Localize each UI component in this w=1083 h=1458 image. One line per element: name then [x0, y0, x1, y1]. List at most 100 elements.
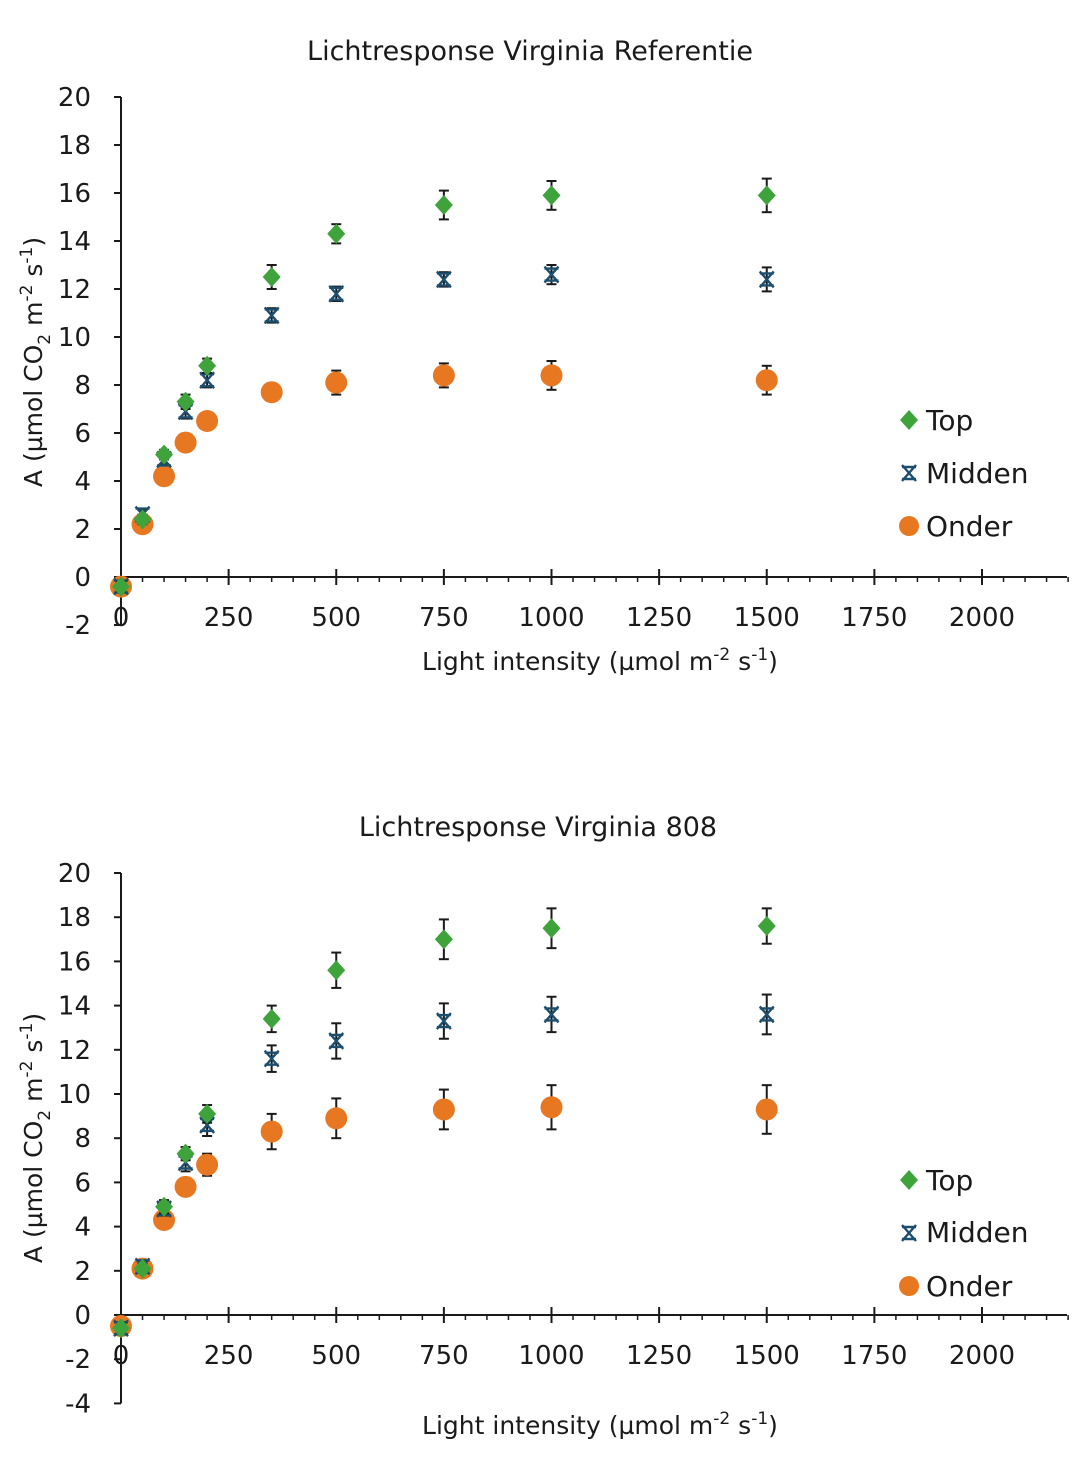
data-point — [199, 371, 216, 389]
data-point — [542, 185, 561, 206]
data-point — [174, 431, 197, 454]
x-tick-label: 750 — [419, 1341, 469, 1371]
legend-label: Midden — [926, 1216, 1028, 1249]
legend-marker-xstar — [901, 464, 917, 482]
data-point — [260, 1120, 283, 1143]
y-tick-label: 6 — [74, 419, 91, 449]
x-tick-label: 1000 — [518, 1341, 584, 1371]
legend-marker-circle — [899, 516, 919, 536]
y-tick-label: 18 — [58, 131, 91, 161]
axes: -2 0 2 4 6 8 10 12 14 16 18 20 0 250 500 750 1000 1250 150… — [58, 83, 1069, 641]
x-tick-label: 2000 — [949, 603, 1015, 633]
x-tick-label: 250 — [204, 1341, 254, 1371]
y-tick-label: 12 — [58, 275, 91, 305]
x-tick-label: 750 — [419, 603, 469, 633]
data-point — [435, 270, 452, 289]
y-tick-label: -2 — [65, 611, 91, 641]
x-tick-label: 0 — [113, 603, 130, 633]
x-tick-label: 1500 — [734, 1341, 800, 1371]
series-top — [112, 907, 776, 1339]
y-tick-label: 14 — [58, 992, 91, 1022]
y-tick-label: -4 — [65, 1389, 91, 1419]
y-tick-label: 4 — [74, 467, 91, 497]
y-tick-label: 0 — [74, 563, 91, 593]
y-tick-label: 8 — [74, 371, 91, 401]
y-axis-label: A (µmol CO2 m-2 s-1) — [17, 237, 55, 487]
y-tick-label: 4 — [74, 1213, 91, 1243]
data-point — [262, 267, 281, 287]
data-point — [176, 1143, 195, 1164]
data-point — [155, 444, 174, 465]
data-point — [155, 1196, 174, 1217]
x-tick-label: 2000 — [949, 1341, 1015, 1371]
x-tick-label: 1250 — [626, 603, 692, 633]
y-tick-label: 2 — [74, 1257, 91, 1287]
data-point — [260, 381, 283, 404]
y-tick-label: 20 — [58, 83, 91, 113]
legend-marker-diamond — [900, 1170, 918, 1190]
legend-item-onder: Onder — [899, 510, 1013, 543]
y-tick-label: 2 — [74, 515, 91, 545]
x-tick-label: 500 — [311, 603, 361, 633]
chart-referentie: Lichtresponse Virginia Referentie Light … — [17, 36, 1069, 676]
series-top — [112, 177, 776, 597]
data-point — [112, 576, 130, 597]
data-point — [325, 1107, 348, 1130]
data-point — [757, 916, 776, 937]
data-point — [327, 223, 346, 244]
legend-item-top: Top — [900, 404, 973, 437]
legend-item-onder: Onder — [899, 1270, 1013, 1303]
data-point — [263, 1049, 280, 1068]
data-point — [133, 509, 152, 530]
legend-label: Onder — [926, 1270, 1013, 1303]
legend-marker-diamond — [900, 410, 918, 430]
data-point — [328, 1032, 345, 1050]
x-tick-label: 250 — [204, 603, 254, 633]
data-point — [543, 265, 560, 284]
data-point — [432, 1098, 455, 1121]
x-tick-label: 1500 — [734, 603, 800, 633]
y-tick-label: 20 — [58, 859, 91, 889]
data-point — [153, 465, 176, 488]
data-point — [112, 1318, 130, 1339]
data-point — [755, 369, 778, 392]
legend-item-midden: Midden — [901, 1216, 1028, 1249]
data-point — [198, 355, 217, 376]
legend-label: Midden — [926, 457, 1028, 490]
data-point — [540, 1096, 563, 1119]
y-tick-label: 10 — [58, 1080, 91, 1110]
data-point — [174, 1175, 197, 1198]
data-point — [757, 185, 776, 206]
chart-808: Lichtresponse Virginia 808 Light intensi… — [17, 812, 1069, 1440]
data-point — [542, 918, 561, 939]
x-tick-label: 1250 — [626, 1341, 692, 1371]
data-point — [196, 1153, 219, 1176]
y-tick-label: -2 — [65, 1345, 91, 1375]
x-tick-label: 1750 — [841, 1341, 907, 1371]
data-point — [196, 410, 219, 432]
x-tick-label: 1000 — [518, 603, 584, 633]
chart-title: Lichtresponse Virginia 808 — [359, 812, 717, 843]
x-tick-label: 500 — [311, 1341, 361, 1371]
data-point — [540, 364, 563, 387]
legend-item-top: Top — [900, 1164, 973, 1197]
axes: -4 -2 0 2 4 6 8 10 12 14 16 18 20 0 250 500 750 1000 1250 1… — [58, 859, 1069, 1419]
y-tick-label: 6 — [74, 1168, 91, 1198]
y-tick-label: 8 — [74, 1124, 91, 1154]
legend-marker-circle — [899, 1276, 919, 1296]
chart-title: Lichtresponse Virginia Referentie — [307, 36, 753, 67]
data-point — [325, 371, 348, 394]
data-point — [758, 270, 775, 289]
x-axis-label: Light intensity (µmol m-2 s-1) — [422, 1409, 778, 1440]
y-tick-label: 10 — [58, 323, 91, 353]
data-point — [543, 1005, 560, 1024]
data-point — [263, 306, 280, 325]
data-point — [435, 1012, 452, 1030]
data-point — [198, 1103, 217, 1124]
y-tick-label: 16 — [58, 947, 91, 977]
series-onder — [110, 360, 778, 598]
y-tick-label: 16 — [58, 179, 91, 209]
data-point — [176, 391, 195, 412]
y-tick-label: 14 — [58, 227, 91, 257]
legend-item-midden: Midden — [901, 457, 1028, 490]
